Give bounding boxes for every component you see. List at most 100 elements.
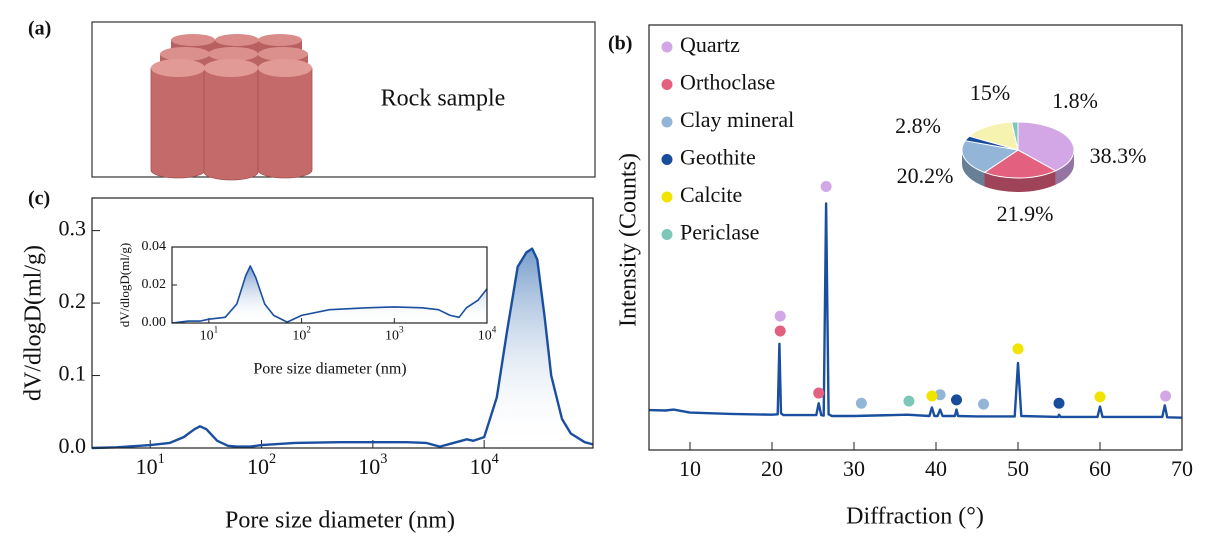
tick-exponent: 4 xyxy=(492,325,497,335)
legend-marker xyxy=(661,154,673,165)
tick-exponent: 4 xyxy=(492,451,499,467)
x-axis-title: Diffraction (°) xyxy=(846,504,984,530)
pie-label: 21.9% xyxy=(997,201,1054,226)
x-tick-label: 40 xyxy=(925,456,947,481)
phase-marker xyxy=(774,310,786,322)
y-tick-label: 0.00 xyxy=(142,315,167,330)
x-axis-title: Pore size diameter (nm) xyxy=(225,508,455,534)
phase-marker xyxy=(820,181,832,192)
x-tick-label: 10 xyxy=(679,456,701,481)
x-tick-label: 104 xyxy=(478,325,497,344)
tick-base: 10 xyxy=(200,329,214,344)
tick-exponent: 3 xyxy=(380,451,387,467)
x-tick-label: 102 xyxy=(292,325,311,344)
tick-exponent: 2 xyxy=(269,451,276,467)
x-tick-label: 20 xyxy=(761,456,783,481)
tick-exponent: 1 xyxy=(158,451,165,467)
phase-marker xyxy=(1053,397,1065,409)
x-tick-label: 70 xyxy=(1171,456,1193,481)
tick-base: 10 xyxy=(292,329,306,344)
legend-label: Clay mineral xyxy=(680,107,794,132)
phase-marker xyxy=(978,398,990,410)
tick-base: 10 xyxy=(136,454,158,479)
area xyxy=(172,266,487,323)
phase-marker xyxy=(1160,390,1172,402)
rock-top xyxy=(208,47,258,61)
x-axis-title: Pore size diameter (nm) xyxy=(253,361,406,378)
plot-frame xyxy=(171,246,488,324)
rock-top xyxy=(160,47,210,61)
tick-base: 10 xyxy=(478,329,492,344)
tick-exponent: 2 xyxy=(306,325,311,335)
y-tick-label: 0.02 xyxy=(142,277,167,292)
legend-marker xyxy=(661,41,673,53)
line xyxy=(648,202,1183,419)
tick-base: 10 xyxy=(358,454,380,479)
pie-label: 15% xyxy=(970,80,1010,105)
rock xyxy=(203,67,259,181)
rock-photo xyxy=(150,34,313,181)
rock xyxy=(257,67,313,179)
y-tick-label: 0.0 xyxy=(59,433,87,458)
rock xyxy=(150,67,206,179)
rock-top xyxy=(258,47,308,61)
tick-base: 10 xyxy=(470,454,492,479)
phase-marker xyxy=(1012,343,1024,355)
pie-label: 2.8% xyxy=(895,113,941,138)
x-tick-label: 103 xyxy=(358,451,387,479)
x-tick-label: 104 xyxy=(470,451,499,479)
x-tick-label: 50 xyxy=(1007,456,1029,481)
legend-marker xyxy=(661,79,673,90)
pie-label: 38.3% xyxy=(1090,143,1147,168)
y-axis-title: dV/dlogD(ml/g) xyxy=(21,245,47,401)
legend-label: Calcite xyxy=(680,182,742,207)
phase-marker xyxy=(855,397,867,409)
rock-top xyxy=(258,34,302,46)
y-axis-title: Intensity (Counts) xyxy=(616,153,642,327)
legend-marker xyxy=(661,191,673,203)
panel-label: (b) xyxy=(608,33,632,55)
rock-top xyxy=(258,59,312,77)
phase-marker xyxy=(903,395,915,407)
legend-marker xyxy=(661,116,673,128)
pie-slice xyxy=(968,121,1019,151)
x-tick-label: 30 xyxy=(843,456,865,481)
x-tick-label: 103 xyxy=(385,325,404,344)
pie-label: 20.2% xyxy=(897,163,954,188)
phase-marker xyxy=(934,389,946,401)
y-tick-label: 0.2 xyxy=(59,288,87,313)
panel-label: (c) xyxy=(28,188,50,210)
photo-frame xyxy=(91,21,596,178)
line xyxy=(91,247,594,450)
phase-marker xyxy=(774,325,786,337)
plot-frame xyxy=(91,197,594,449)
tick-base: 10 xyxy=(385,329,399,344)
phase-marker xyxy=(813,387,825,399)
tick-base: 10 xyxy=(247,454,269,479)
pie-slice-side xyxy=(1055,150,1074,185)
plot-frame xyxy=(648,24,1183,451)
tick-exponent: 1 xyxy=(214,325,219,335)
legend-label: Quartz xyxy=(680,32,740,57)
pie-label: 1.8% xyxy=(1052,88,1098,113)
x-tick-label: 60 xyxy=(1089,456,1111,481)
phase-marker xyxy=(951,394,962,406)
panel-label: (a) xyxy=(28,18,51,40)
area xyxy=(92,248,593,448)
y-axis-title: dV/dlogD(ml/g) xyxy=(117,243,132,328)
legend-label: Geothite xyxy=(680,145,756,170)
line xyxy=(171,265,488,324)
pie-slice xyxy=(961,140,1020,174)
rock-top xyxy=(151,59,205,77)
y-tick-label: 0.04 xyxy=(142,239,167,254)
x-tick-label: 102 xyxy=(247,451,276,479)
photo-caption: Rock sample xyxy=(381,86,506,112)
pie-slice xyxy=(1017,121,1075,172)
rock-top xyxy=(171,34,215,46)
legend-label: Orthoclase xyxy=(680,70,775,95)
pie-slice-side xyxy=(984,170,1056,192)
legend-marker xyxy=(661,229,673,240)
pie-slice xyxy=(1011,121,1019,151)
x-tick-label: 101 xyxy=(136,451,165,479)
